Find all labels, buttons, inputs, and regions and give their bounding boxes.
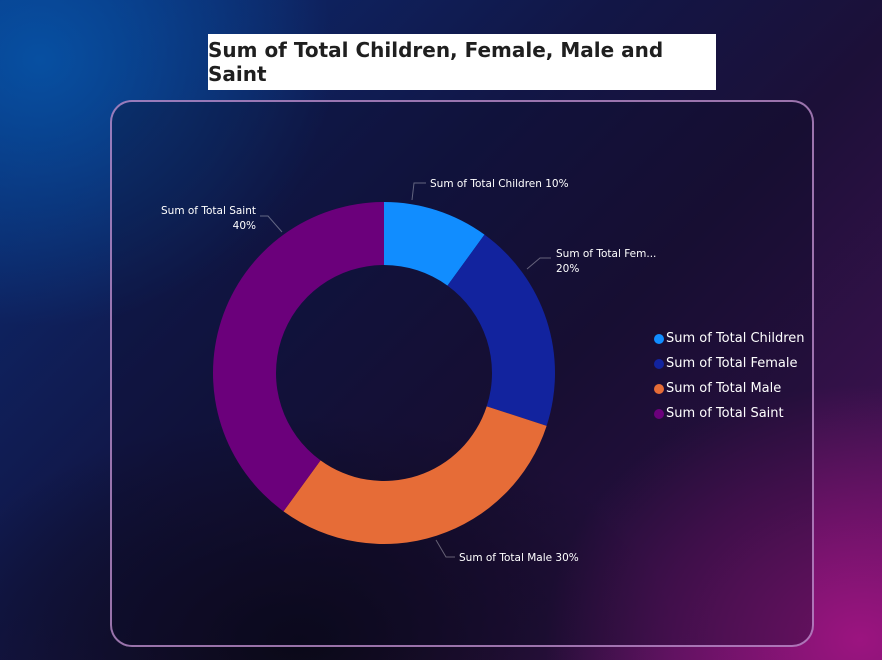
donut-slice-saint[interactable] <box>212 202 384 512</box>
data-label-children: Sum of Total Children 10% <box>430 178 569 190</box>
chart-legend: Sum of Total Children Sum of Total Femal… <box>654 326 805 426</box>
legend-swatch <box>654 358 664 369</box>
data-label-male: Sum of Total Male 30% <box>459 552 579 564</box>
data-label-female: Sum of Total Fem... 20% <box>556 248 656 275</box>
leader-line-male <box>435 539 455 558</box>
legend-item-children[interactable]: Sum of Total Children <box>654 326 805 351</box>
legend-item-female[interactable]: Sum of Total Female <box>654 351 805 376</box>
chart-title: Sum of Total Children, Female, Male and … <box>208 38 664 86</box>
legend-label: Sum of Total Male <box>666 381 782 396</box>
donut-slice-children[interactable] <box>384 202 485 286</box>
legend-label: Sum of Total Saint <box>666 406 784 421</box>
data-label-saint: Sum of Total Saint 40% <box>161 205 256 232</box>
legend-label: Sum of Total Children <box>666 331 805 346</box>
leader-line-female <box>526 257 551 270</box>
legend-swatch <box>654 333 664 344</box>
legend-item-male[interactable]: Sum of Total Male <box>654 376 805 401</box>
legend-swatch <box>654 383 664 394</box>
legend-label: Sum of Total Female <box>666 356 798 371</box>
chart-title-box: Sum of Total Children, Female, Male and … <box>208 34 716 90</box>
legend-swatch <box>654 408 664 419</box>
donut-slice-male[interactable] <box>283 406 547 545</box>
legend-item-saint[interactable]: Sum of Total Saint <box>654 401 805 426</box>
leader-line-saint <box>260 215 283 233</box>
donut-slice-female[interactable] <box>447 234 555 426</box>
leader-line-children <box>411 182 426 201</box>
